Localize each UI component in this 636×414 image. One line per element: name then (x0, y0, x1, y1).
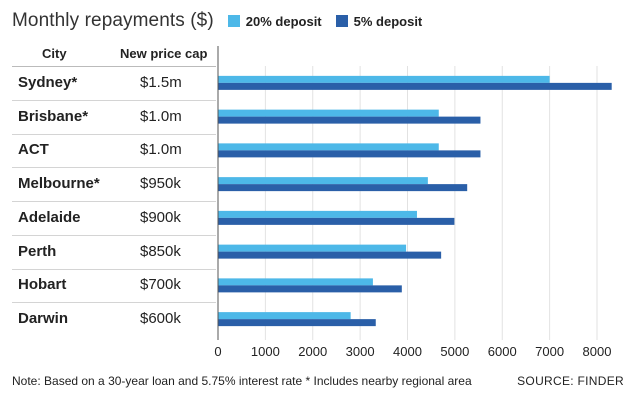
city-label: Perth (18, 242, 57, 260)
city-label: Brisbane* (18, 107, 89, 125)
bar-20-deposit (218, 312, 351, 320)
bar-20-deposit (218, 177, 428, 185)
bar-20-deposit (218, 75, 550, 83)
column-header-city: City (42, 46, 67, 61)
price-cap-value: $850k (140, 242, 181, 260)
price-cap-value: $1.0m (140, 107, 182, 125)
row-divider (12, 302, 216, 303)
bar-5-deposit (218, 82, 612, 90)
row-divider (12, 269, 216, 270)
x-tick-label: 8000 (583, 344, 612, 359)
x-tick-label: 7000 (535, 344, 564, 359)
x-tick-label: 4000 (393, 344, 422, 359)
legend-label-20-deposit: 20% deposit (245, 13, 322, 29)
chart-header: Monthly repayments ($) 20% deposit 5% de… (12, 6, 436, 36)
city-label: Hobart (18, 276, 67, 294)
bar-20-deposit (218, 244, 407, 252)
city-label: Melbourne* (18, 175, 100, 193)
bar-5-deposit (218, 150, 481, 158)
x-tick-label: 2000 (298, 344, 327, 359)
legend-item-5-deposit: 5% deposit (335, 13, 423, 29)
chart-title: Monthly repayments ($) (12, 10, 214, 31)
header-divider (12, 66, 216, 67)
bar-20-deposit (218, 143, 439, 151)
legend: 20% deposit 5% deposit (227, 13, 436, 29)
bar-5-deposit (218, 217, 455, 225)
x-tick-label: 0 (214, 344, 221, 359)
bar-5-deposit (218, 184, 468, 192)
city-label: Sydney* (18, 73, 78, 91)
legend-swatch-20-deposit (227, 15, 240, 27)
row-divider (12, 134, 216, 135)
x-tick-label: 1000 (251, 344, 280, 359)
bar-5-deposit (218, 319, 376, 327)
city-label: ACT (18, 141, 49, 159)
x-tick-label: 5000 (440, 344, 469, 359)
city-label: Darwin (18, 310, 69, 328)
row-divider (12, 201, 216, 202)
bar-5-deposit (218, 285, 402, 293)
bar-20-deposit (218, 278, 373, 286)
source-credit: SOURCE: FINDER (517, 374, 624, 388)
x-tick-label: 6000 (488, 344, 517, 359)
price-cap-value: $700k (140, 276, 181, 294)
legend-label-5-deposit: 5% deposit (353, 13, 423, 29)
footnote: Note: Based on a 30-year loan and 5.75% … (12, 374, 472, 388)
price-cap-value: $1.0m (140, 141, 182, 159)
legend-item-20-deposit: 20% deposit (227, 13, 322, 29)
price-cap-value: $950k (140, 175, 181, 193)
legend-swatch-5-deposit (335, 15, 348, 27)
bar-20-deposit (218, 210, 417, 218)
x-tick-label: 3000 (346, 344, 375, 359)
bar-20-deposit (218, 109, 439, 117)
city-label: Adelaide (18, 208, 81, 226)
price-cap-value: $900k (140, 208, 181, 226)
bar-5-deposit (218, 251, 442, 259)
bar-5-deposit (218, 116, 481, 124)
row-divider (12, 235, 216, 236)
column-header-price-cap: New price cap (120, 46, 208, 61)
row-divider (12, 167, 216, 168)
row-divider (12, 100, 216, 101)
price-cap-value: $600k (140, 310, 181, 328)
price-cap-value: $1.5m (140, 73, 182, 91)
